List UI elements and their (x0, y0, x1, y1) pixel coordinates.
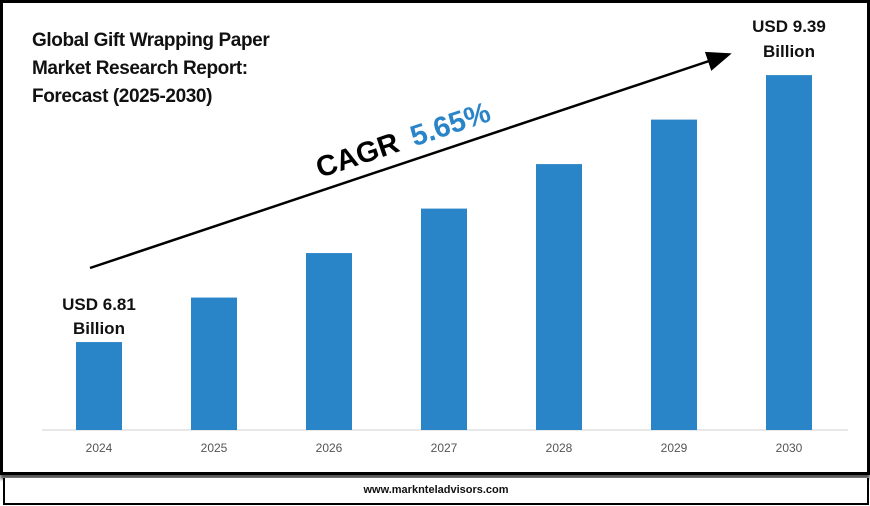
bar-chart: 2024 2025 2026 2027 2028 2029 2030 CAGR 5.65% … (42, 17, 848, 455)
footer: www.marknteladvisors.com (3, 478, 869, 505)
bar-2028 (536, 164, 582, 430)
title-line: Market Research Report: (32, 58, 248, 79)
growth-arrow (89, 51, 732, 270)
bar-2026 (306, 253, 352, 430)
title-line: Global Gift Wrapping Paper (32, 30, 270, 51)
cagr-label: CAGR (312, 127, 403, 184)
bar-2025 (191, 297, 237, 430)
x-tick-label: 2027 (431, 441, 458, 455)
bar-2030 (766, 75, 812, 430)
cagr-value: 5.65% (406, 97, 494, 154)
title-line: Forecast (2025-2030) (32, 86, 212, 107)
start-value-label: USD 6.81 (62, 295, 136, 314)
start-value-unit: Billion (73, 319, 125, 338)
x-tick-label: 2030 (776, 441, 803, 455)
x-tick-label: 2026 (316, 441, 343, 455)
chart-title: Global Gift Wrapping Paper Market Resear… (32, 27, 270, 111)
bar-2024 (76, 342, 122, 430)
bar-2029 (651, 119, 697, 431)
x-tick-label: 2024 (86, 441, 113, 455)
website-url: www.marknteladvisors.com (363, 484, 509, 496)
x-tick-label: 2029 (661, 441, 688, 455)
bar-2027 (421, 208, 467, 430)
end-value-label: USD 9.39 (752, 17, 826, 36)
end-value-unit: Billion (763, 42, 815, 61)
x-tick-label: 2025 (201, 441, 228, 455)
x-tick-label: 2028 (546, 441, 573, 455)
